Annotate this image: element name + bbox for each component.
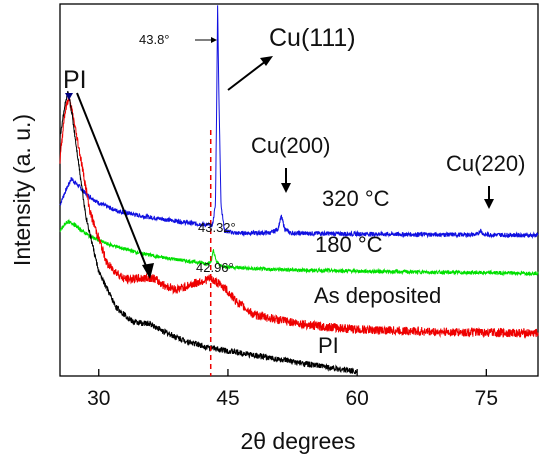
pi-arrow-line [76, 92, 149, 272]
annotation-peak-43-8: 43.8° [139, 32, 170, 47]
annotation-180c: 180 °C [315, 232, 383, 257]
annotation-as-deposited: As deposited [314, 283, 441, 308]
series-layer [59, 5, 539, 375]
annotation-pi-label: PI [63, 66, 87, 94]
annotation-320c: 320 °C [322, 186, 390, 211]
plot-area: 30 45 60 75 [59, 3, 539, 410]
cu220-arrow-head-icon [484, 199, 494, 209]
annotation-pi-curve: PI [318, 333, 339, 358]
x-tick-label-75: 75 [475, 387, 498, 410]
cu111-arrow-head-icon [260, 56, 273, 66]
cu200-arrow-head-icon [281, 183, 291, 193]
x-axis-title: 2θ degrees [240, 428, 355, 454]
x-tick-label-60: 60 [345, 387, 368, 410]
cu111-arrow-line [227, 60, 267, 91]
series-line-3 [59, 90, 358, 375]
series-line-2 [59, 94, 539, 340]
plot-frame [59, 3, 539, 377]
annotation-peak-43-32: 43.32° [198, 220, 236, 235]
annotation-cu111: Cu(111) [269, 24, 356, 52]
x-ticks: 30 45 60 75 [87, 369, 498, 410]
annotation-cu220: Cu(220) [446, 151, 525, 176]
annotation-cu200: Cu(200) [251, 133, 330, 158]
series-line-0 [59, 5, 539, 240]
annotations: PI 43.8° Cu(111) Cu(200) Cu(220) 320 °C … [63, 24, 525, 358]
pi-marker-icon [65, 93, 73, 100]
y-axis-title: Intensity (a. u.) [9, 114, 35, 266]
x-tick-label-45: 45 [216, 387, 239, 410]
annotation-peak-42-96: 42.96° [196, 260, 234, 275]
x-tick-label-30: 30 [87, 387, 110, 410]
peak-43-8-arrow-head-icon [211, 37, 217, 43]
pi-arrow-head-icon [142, 263, 154, 279]
